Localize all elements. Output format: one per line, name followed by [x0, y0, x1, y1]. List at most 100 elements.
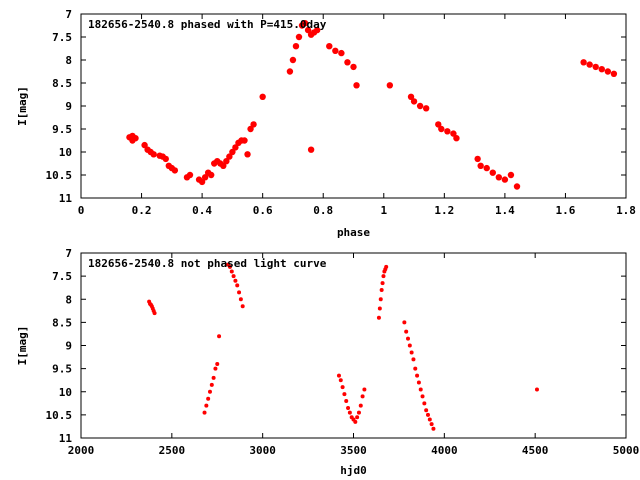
- data-point: [326, 43, 333, 50]
- data-point: [241, 137, 248, 144]
- data-point: [610, 70, 618, 78]
- x-tick-label: 3500: [340, 444, 367, 457]
- data-point: [386, 82, 394, 89]
- data-point: [152, 311, 157, 316]
- data-point: [340, 385, 345, 390]
- data-point: [420, 394, 425, 399]
- data-point: [204, 403, 209, 408]
- data-point: [350, 63, 357, 71]
- x-tick-label: 1: [380, 204, 387, 217]
- data-point: [444, 128, 451, 135]
- data-point: [435, 121, 442, 128]
- y-tick-label: 9: [65, 100, 72, 113]
- data-point: [513, 183, 521, 190]
- y-tick-label: 9.5: [52, 363, 72, 376]
- data-point: [356, 410, 361, 415]
- x-tick-label: 1.2: [434, 204, 454, 217]
- data-point: [247, 125, 254, 133]
- data-point: [304, 26, 312, 34]
- y-tick-label: 10: [59, 386, 72, 399]
- y-tick-label: 11: [59, 192, 73, 205]
- y-tick-label: 10.5: [46, 409, 73, 422]
- data-point: [384, 264, 389, 269]
- data-point: [301, 20, 309, 27]
- data-point: [427, 417, 432, 422]
- data-point: [453, 135, 460, 142]
- data-point: [377, 306, 382, 311]
- data-point: [378, 297, 383, 302]
- data-point: [186, 171, 194, 179]
- data-point: [198, 178, 206, 186]
- y-tick-label: 7: [65, 247, 72, 260]
- data-point: [202, 410, 207, 415]
- data-point: [402, 320, 407, 325]
- data-point: [207, 171, 215, 179]
- x-tick-label: 1.6: [556, 204, 576, 217]
- x-axis-label: hjd0: [340, 464, 367, 477]
- data-point: [379, 288, 384, 292]
- data-point: [209, 382, 214, 387]
- chart-title: 182656-2540.8 phased with P=415.0day: [88, 18, 327, 31]
- data-point: [307, 146, 315, 153]
- y-tick-label: 11: [59, 432, 73, 445]
- data-point: [422, 401, 427, 406]
- data-point: [213, 366, 218, 371]
- data-point: [422, 105, 430, 112]
- data-point: [292, 43, 300, 50]
- data-point: [313, 26, 321, 34]
- data-point: [227, 264, 232, 269]
- data-point: [418, 387, 423, 392]
- y-tick-label: 9.5: [52, 123, 72, 136]
- y-tick-label: 7: [65, 8, 72, 21]
- data-points: [147, 262, 539, 431]
- data-point: [495, 174, 503, 181]
- data-point: [415, 373, 420, 378]
- data-point: [332, 47, 339, 54]
- x-tick-label: 3000: [249, 444, 276, 457]
- data-point: [233, 278, 238, 283]
- data-point: [338, 378, 343, 383]
- data-point: [381, 274, 386, 279]
- data-point: [604, 68, 612, 75]
- data-point: [404, 329, 409, 334]
- data-point: [201, 174, 209, 181]
- data-point: [346, 405, 351, 410]
- data-point: [342, 392, 347, 397]
- data-point: [231, 274, 236, 279]
- data-point: [409, 350, 414, 355]
- x-tick-label: 1.4: [495, 204, 515, 217]
- data-point: [286, 68, 294, 75]
- data-point: [406, 336, 410, 341]
- data-point: [501, 176, 509, 183]
- data-point: [355, 415, 360, 420]
- data-point: [360, 394, 365, 399]
- x-tick-label: 0.8: [313, 204, 333, 217]
- data-point: [362, 387, 367, 392]
- data-point: [336, 373, 341, 378]
- data-point: [344, 59, 351, 66]
- y-tick-label: 10.5: [46, 169, 73, 182]
- chart-title: 182656-2540.8 not phased light curve: [88, 257, 327, 270]
- data-point: [338, 49, 345, 57]
- data-point: [413, 366, 418, 371]
- data-point: [229, 269, 234, 274]
- data-point: [250, 121, 257, 128]
- data-point: [206, 396, 211, 401]
- y-tick-label: 7.5: [52, 270, 72, 283]
- data-point: [431, 426, 436, 431]
- data-point: [217, 334, 222, 339]
- x-tick-label: 1.8: [616, 204, 636, 217]
- data-point: [240, 304, 245, 309]
- x-tick-label: 5000: [613, 444, 640, 457]
- y-tick-label: 10: [59, 146, 72, 159]
- data-point: [592, 63, 599, 71]
- data-point: [598, 66, 605, 73]
- data-point: [207, 389, 212, 394]
- data-point: [220, 162, 227, 169]
- data-point: [226, 153, 233, 160]
- y-tick-label: 8.5: [52, 316, 72, 329]
- data-point: [289, 56, 297, 64]
- y-axis-label: I[mag]: [16, 326, 29, 366]
- data-point: [474, 155, 481, 163]
- data-point: [489, 169, 496, 176]
